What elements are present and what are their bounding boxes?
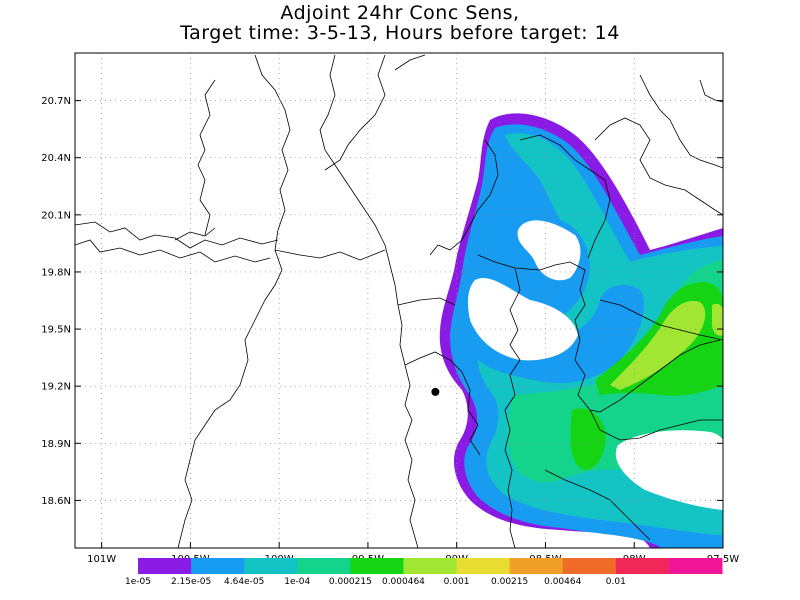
boundary-line — [429, 139, 499, 256]
colorbar-label: 0.00464 — [544, 577, 581, 587]
y-tick-label: 19.2N — [41, 382, 71, 393]
x-tick-label: 101W — [87, 554, 116, 565]
boundary-line — [599, 299, 723, 341]
boundary-line — [319, 54, 419, 548]
y-tick-label: 19.8N — [41, 267, 71, 278]
contour-level-6b — [712, 303, 723, 336]
colorbar-label: 1e-05 — [125, 577, 151, 587]
boundary-line — [504, 267, 521, 548]
x-tick-label: 97.5W — [707, 554, 739, 565]
colorbar-swatch — [456, 558, 511, 574]
boundary-line — [397, 297, 456, 306]
colorbar-label: 4.64e-05 — [224, 577, 264, 587]
colorbar-label: 1e-04 — [284, 577, 310, 587]
state-boundaries — [75, 54, 723, 548]
colorbar-swatch — [297, 558, 351, 574]
colorbar-swatch — [138, 558, 192, 574]
boundary-line — [274, 249, 386, 261]
boundary-line — [519, 134, 611, 259]
boundary-line — [404, 351, 481, 456]
y-tick-label: 20.1N — [41, 210, 71, 221]
boundary-line — [75, 239, 271, 263]
boundary-line — [699, 79, 723, 103]
colorbar-label: 2.15e-05 — [171, 577, 211, 587]
y-tick-label: 18.6N — [41, 496, 71, 507]
colorbar-swatch — [244, 558, 298, 574]
contour-hole-south — [615, 430, 723, 510]
y-tick-label: 18.9N — [41, 439, 71, 450]
colorbar-swatch — [191, 558, 245, 574]
colorbar: 1e-05 2.15e-05 4.64e-05 1e-04 0.000215 0.0004… — [125, 558, 723, 587]
boundary-line — [594, 117, 723, 216]
target-point-marker — [431, 387, 440, 396]
contour-level-6 — [610, 300, 706, 390]
colorbar-label: 0.000464 — [382, 577, 425, 587]
plot-frame — [74, 52, 724, 549]
grid-lines — [75, 53, 723, 548]
y-tick-label: 20.7N — [41, 96, 71, 107]
colorbar-swatch — [668, 558, 723, 574]
boundary-line — [477, 254, 721, 413]
boundary-line — [177, 54, 291, 548]
boundary-line — [174, 227, 216, 241]
boundary-line — [639, 74, 723, 169]
colorbar-swatch — [403, 558, 458, 574]
colorbar-label: 0.001 — [444, 577, 470, 587]
sensitivity-contours — [439, 113, 723, 548]
boundary-line — [75, 221, 279, 249]
boundary-line — [324, 54, 386, 171]
y-axis-ticks: 20.7N 20.4N 20.1N 19.8N 19.5N 19.2N 18.9N 18.6N — [41, 96, 723, 507]
chart-title-line2: Target time: 3-5-13, Hours before target… — [180, 22, 620, 44]
colorbar-label: 0.01 — [606, 577, 626, 587]
boundary-line — [394, 54, 426, 71]
colorbar-swatch — [509, 558, 564, 574]
colorbar-label: 0.00215 — [491, 577, 528, 587]
boundary-line — [197, 79, 216, 236]
colorbar-swatch — [615, 558, 670, 574]
contour-hole-north — [517, 220, 581, 281]
contour-hole-center — [467, 278, 578, 361]
y-tick-label: 20.4N — [41, 153, 71, 164]
boundary-line — [544, 469, 651, 541]
colorbar-label: 0.000215 — [329, 577, 372, 587]
boundary-line — [589, 409, 723, 441]
colorbar-swatch — [350, 558, 404, 574]
y-tick-label: 19.5N — [41, 325, 71, 336]
chart-title-line1: Adjoint 24hr Conc Sens, — [280, 2, 520, 24]
colorbar-swatch — [562, 558, 617, 574]
